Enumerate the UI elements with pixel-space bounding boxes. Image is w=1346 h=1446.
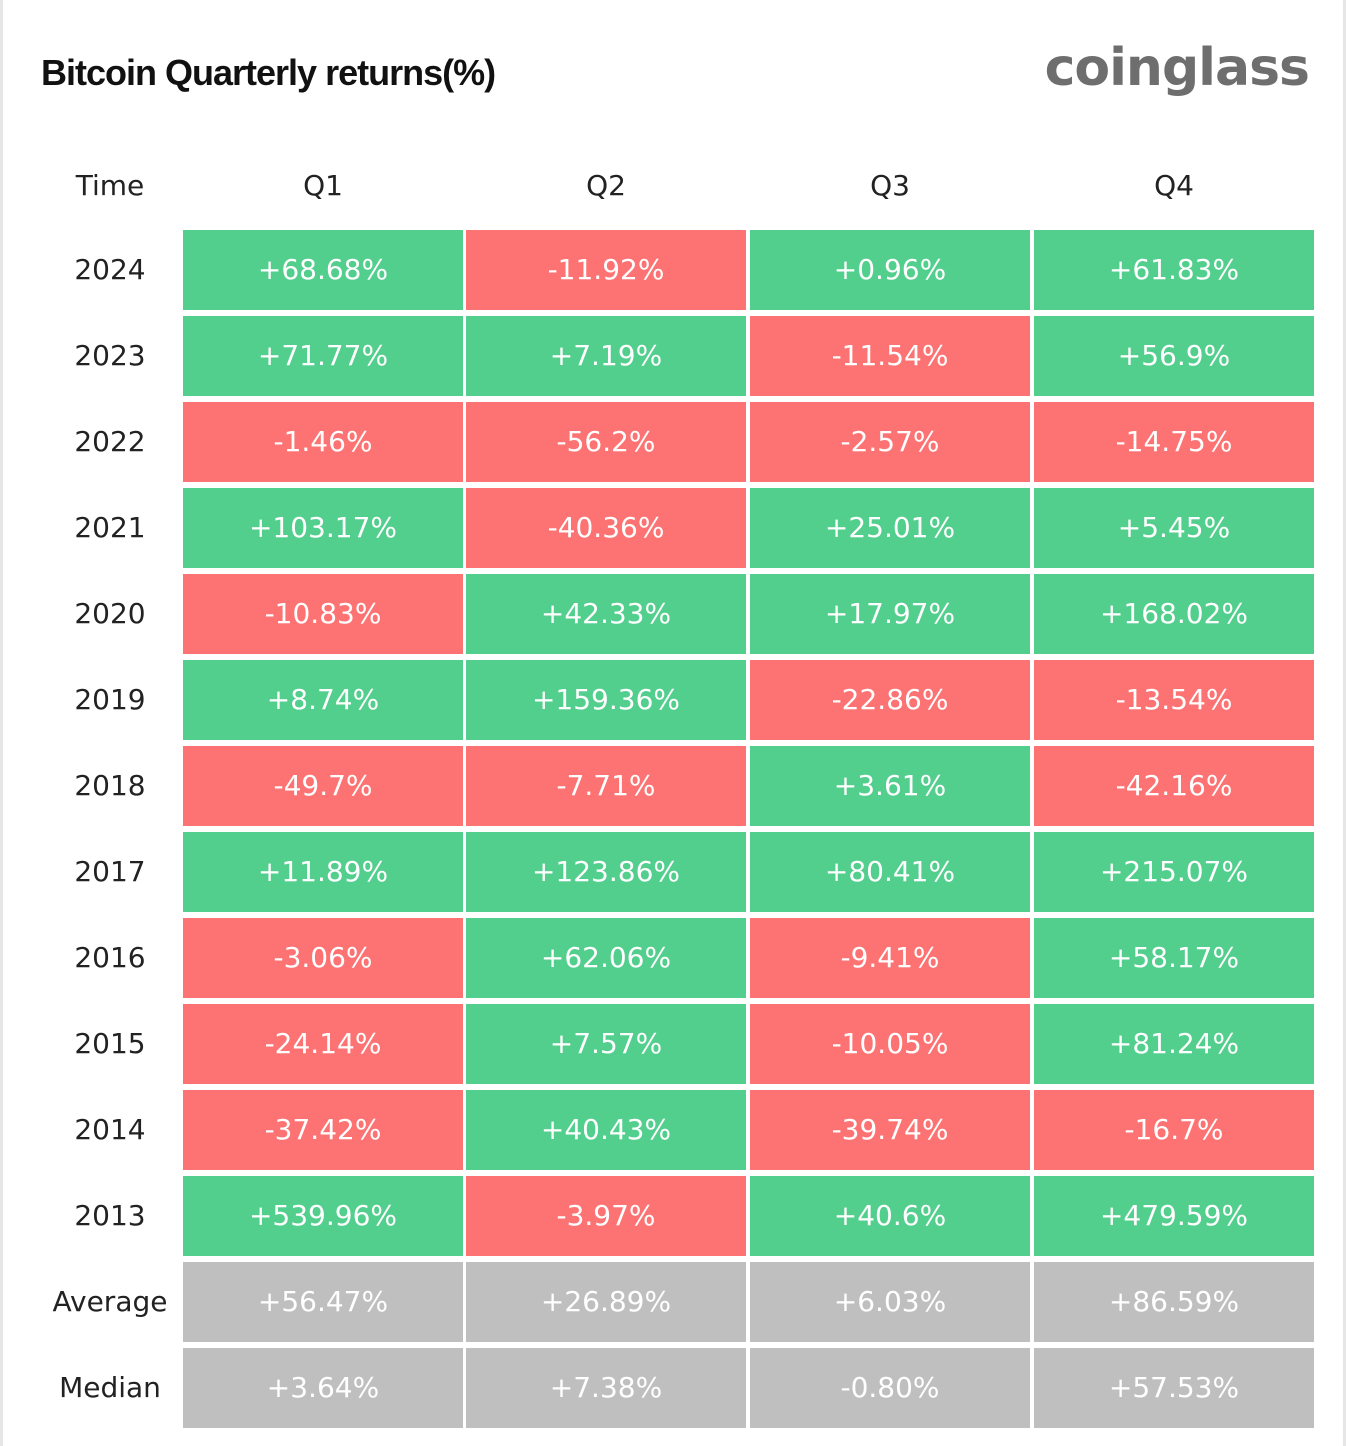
cell-median-q4: +57.53% (1034, 1348, 1314, 1428)
cell-2014-q3: -39.74% (750, 1090, 1030, 1170)
cell-2018-q3: +3.61% (750, 746, 1030, 826)
row-label-2015: 2015 (74, 1027, 146, 1060)
row-label-2016: 2016 (74, 941, 146, 974)
cell-average-q3: +6.03% (750, 1262, 1030, 1342)
column-header-q4: Q4 (1154, 169, 1194, 202)
cell-average-q1: +56.47% (183, 1262, 463, 1342)
cell-2017-q1: +11.89% (183, 832, 463, 912)
row-label-2013: 2013 (74, 1199, 146, 1232)
cell-2019-q4: -13.54% (1034, 660, 1314, 740)
cell-2018-q1: -49.7% (183, 746, 463, 826)
row-label-2017: 2017 (74, 855, 146, 888)
cell-2023-q3: -11.54% (750, 316, 1030, 396)
cell-2023-q1: +71.77% (183, 316, 463, 396)
chart-title: Bitcoin Quarterly returns(%) (41, 52, 496, 93)
cell-2014-q4: -16.7% (1034, 1090, 1314, 1170)
cell-median-q3: -0.80% (750, 1348, 1030, 1428)
cell-2019-q2: +159.36% (466, 660, 746, 740)
column-header-q1: Q1 (303, 169, 343, 202)
row-label-2022: 2022 (74, 425, 146, 458)
row-label-average: Average (52, 1285, 168, 1318)
cell-2019-q3: -22.86% (750, 660, 1030, 740)
column-header-q2: Q2 (586, 169, 626, 202)
cell-2015-q1: -24.14% (183, 1004, 463, 1084)
row-label-2021: 2021 (74, 511, 146, 544)
cell-2015-q2: +7.57% (466, 1004, 746, 1084)
cell-2022-q3: -2.57% (750, 402, 1030, 482)
cell-2021-q3: +25.01% (750, 488, 1030, 568)
cell-2020-q2: +42.33% (466, 574, 746, 654)
cell-2016-q2: +62.06% (466, 918, 746, 998)
row-label-2024: 2024 (74, 253, 146, 286)
cell-2018-q2: -7.71% (466, 746, 746, 826)
cell-2024-q4: +61.83% (1034, 230, 1314, 310)
cell-2022-q4: -14.75% (1034, 402, 1314, 482)
cell-2014-q1: -37.42% (183, 1090, 463, 1170)
cell-2024-q1: +68.68% (183, 230, 463, 310)
cell-2023-q2: +7.19% (466, 316, 746, 396)
cell-average-q4: +86.59% (1034, 1262, 1314, 1342)
cell-median-q1: +3.64% (183, 1348, 463, 1428)
row-label-2020: 2020 (74, 597, 146, 630)
cell-2020-q1: -10.83% (183, 574, 463, 654)
cell-2017-q4: +215.07% (1034, 832, 1314, 912)
cell-2024-q2: -11.92% (466, 230, 746, 310)
row-label-2018: 2018 (74, 769, 146, 802)
row-label-median: Median (59, 1371, 161, 1404)
cell-2018-q4: -42.16% (1034, 746, 1314, 826)
cell-2016-q3: -9.41% (750, 918, 1030, 998)
cell-2017-q2: +123.86% (466, 832, 746, 912)
cell-2016-q1: -3.06% (183, 918, 463, 998)
cell-2022-q2: -56.2% (466, 402, 746, 482)
cell-2013-q2: -3.97% (466, 1176, 746, 1256)
cell-2014-q2: +40.43% (466, 1090, 746, 1170)
row-label-2019: 2019 (74, 683, 146, 716)
cell-2013-q1: +539.96% (183, 1176, 463, 1256)
cell-2013-q3: +40.6% (750, 1176, 1030, 1256)
cell-2016-q4: +58.17% (1034, 918, 1314, 998)
column-header-q3: Q3 (870, 169, 910, 202)
cell-2021-q1: +103.17% (183, 488, 463, 568)
row-label-2023: 2023 (74, 339, 146, 372)
cell-2020-q3: +17.97% (750, 574, 1030, 654)
cell-2023-q4: +56.9% (1034, 316, 1314, 396)
cell-2024-q3: +0.96% (750, 230, 1030, 310)
cell-average-q2: +26.89% (466, 1262, 746, 1342)
cell-median-q2: +7.38% (466, 1348, 746, 1428)
cell-2017-q3: +80.41% (750, 832, 1030, 912)
row-label-2014: 2014 (74, 1113, 146, 1146)
cell-2020-q4: +168.02% (1034, 574, 1314, 654)
cell-2015-q4: +81.24% (1034, 1004, 1314, 1084)
brand-logo: coinglass (1044, 38, 1310, 98)
column-header-time: Time (75, 169, 145, 202)
cell-2021-q2: -40.36% (466, 488, 746, 568)
cell-2022-q1: -1.46% (183, 402, 463, 482)
cell-2019-q1: +8.74% (183, 660, 463, 740)
cell-2013-q4: +479.59% (1034, 1176, 1314, 1256)
cell-2015-q3: -10.05% (750, 1004, 1030, 1084)
cell-2021-q4: +5.45% (1034, 488, 1314, 568)
